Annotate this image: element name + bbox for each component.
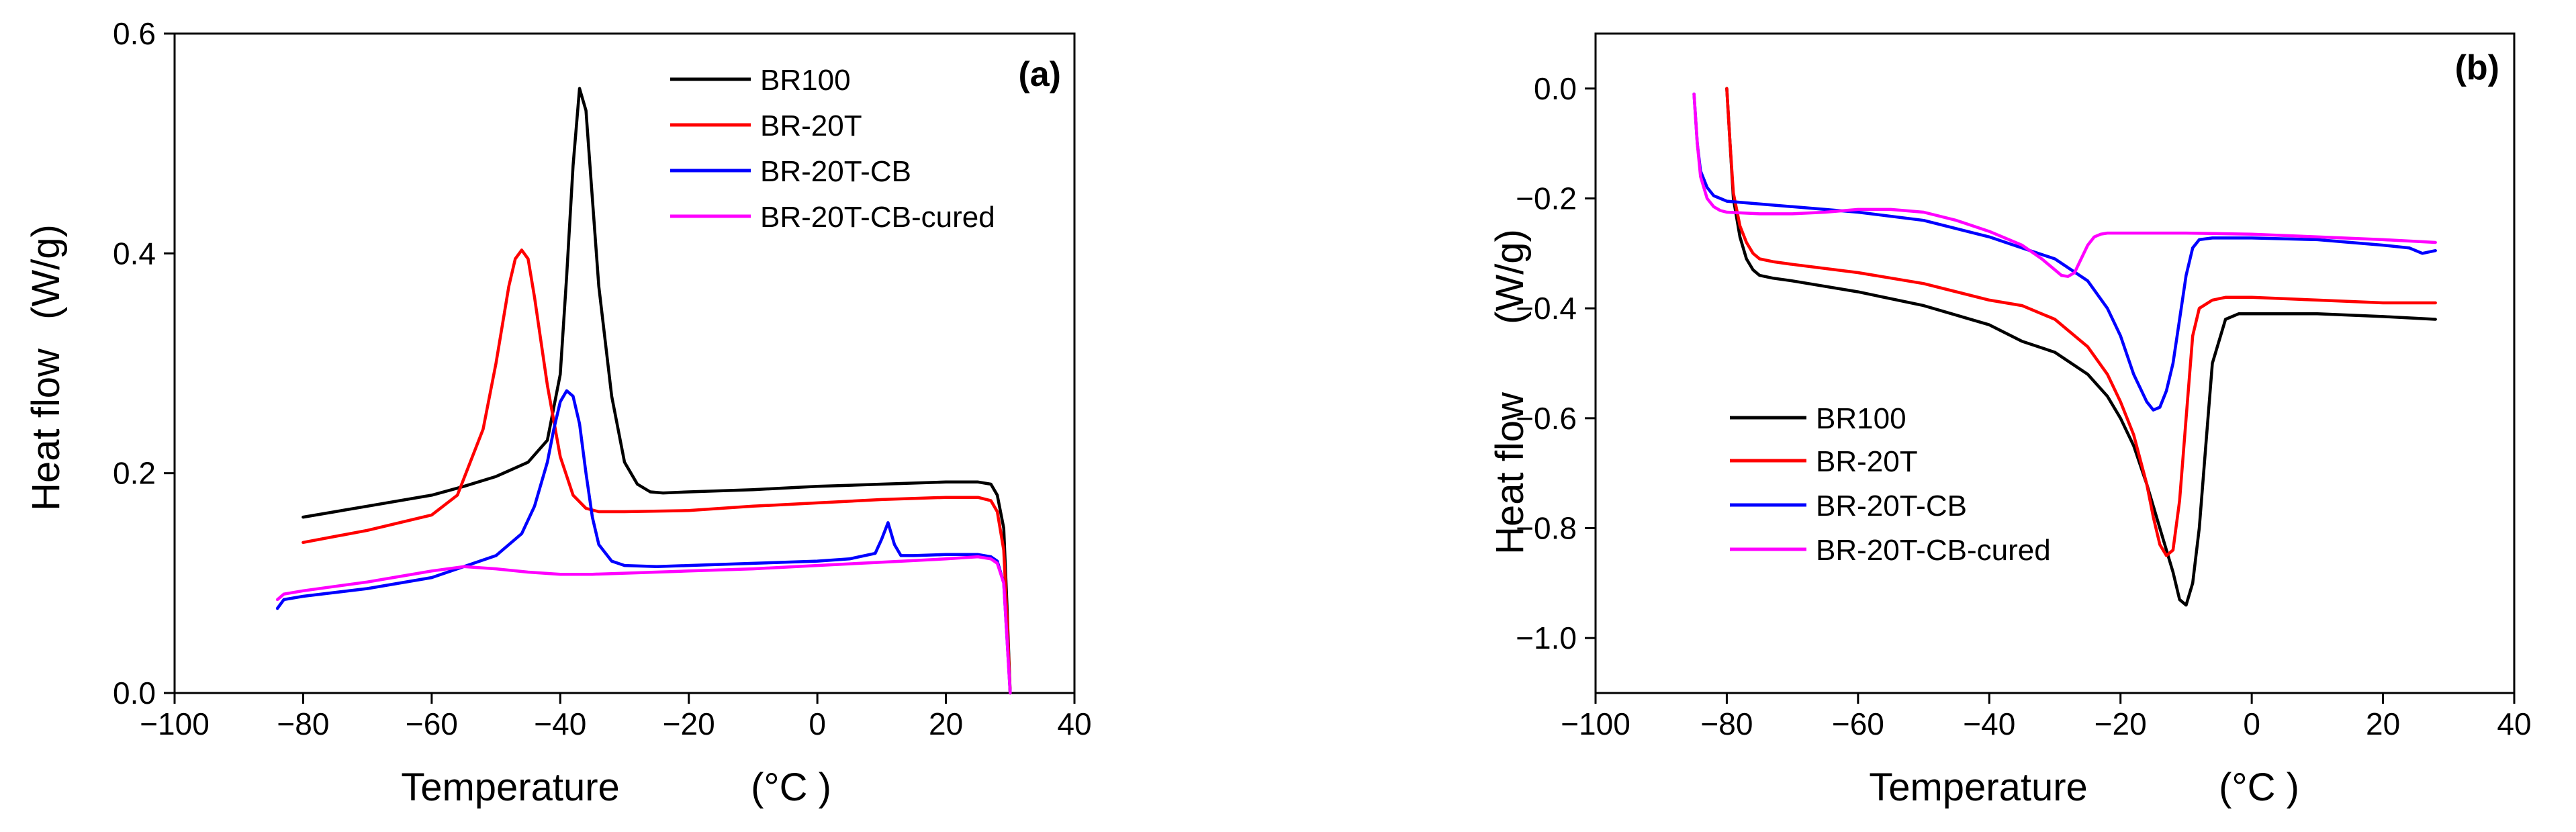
x-tick-label: −60 [1832, 706, 1884, 741]
x-tick-label: −60 [406, 706, 458, 741]
y-tick-label: 0.4 [113, 236, 156, 271]
legend-label-br100: BR100 [760, 64, 851, 97]
legend-label-br-20t: BR-20T [1816, 445, 1918, 478]
x-tick-label: −100 [140, 706, 210, 741]
x-tick-label: −40 [1963, 706, 2015, 741]
legend-label-br-20t-cb: BR-20T-CB [1816, 490, 1967, 522]
y-tick-label: 0.0 [1534, 71, 1577, 106]
panel-a: −100 −80 −60 −40 −20 0 20 40 0.0 0.2 0.4 0.6 (a) H… [24, 16, 1092, 809]
y-tick-label: −0.4 [1516, 291, 1577, 326]
x-tick-label: −80 [277, 706, 329, 741]
x-tick-label: 0 [2243, 706, 2260, 741]
y-axis-unit: (W/g) [24, 224, 68, 320]
panel-b: −100 −80 −60 −40 −20 0 20 40 0.0 −0.2 −0.4 −0.6 −0.… [1488, 32, 2532, 809]
y-tick-label: −0.6 [1516, 401, 1577, 436]
x-tick-label: −40 [534, 706, 586, 741]
x-tick-label: −80 [1700, 706, 1753, 741]
x-tick-label: −20 [663, 706, 715, 741]
y-axis-title: Heat flow [24, 348, 68, 511]
series-lines [275, 87, 1012, 695]
legend-label-br-20t-cb: BR-20T-CB [760, 155, 911, 188]
legend-label-br-20t-cb-cured: BR-20T-CB-cured [760, 201, 995, 234]
x-tick-label: 20 [2366, 706, 2400, 741]
x-axis-unit: (°C ) [751, 766, 831, 809]
y-tick-label: −1.0 [1516, 620, 1577, 655]
x-axis-title: Temperature [1869, 766, 2088, 809]
x-tick-label: −100 [1561, 706, 1630, 741]
series-line-br100 [1725, 87, 2437, 607]
y-axis-title: Heat flow [1488, 391, 1532, 555]
y-tick-label: 0.0 [113, 676, 156, 710]
y-axis-unit: (W/g) [1488, 229, 1532, 324]
x-axis-ticks: −100 −80 −60 −40 −20 0 20 40 [140, 693, 1092, 741]
y-axis-ticks: 0.0 −0.2 −0.4 −0.6 −0.8 −1.0 [1516, 71, 1596, 655]
plot-frame [1594, 32, 2516, 694]
panel-label: (b) [2455, 48, 2499, 87]
x-tick-label: 0 [809, 706, 826, 741]
y-tick-label: 0.6 [113, 16, 156, 51]
y-tick-label: −0.2 [1516, 181, 1577, 216]
legend: BR100 BR-20T BR-20T-CB BR-20T-CB-cured [670, 64, 995, 234]
series-line-br-20t-cb-cured [1692, 92, 2437, 278]
panel-label: (a) [1018, 55, 1061, 94]
y-tick-label: −0.8 [1516, 511, 1577, 546]
x-axis-ticks: −100 −80 −60 −40 −20 0 20 40 [1561, 693, 2532, 741]
legend: BR100 BR-20T BR-20T-CB BR-20T-CB-cured [1730, 402, 2051, 567]
x-axis-title: Temperature [401, 766, 620, 809]
series-line-br-20t [1725, 87, 2437, 557]
x-tick-label: −20 [2095, 706, 2147, 741]
series-line-br-20t [302, 248, 1012, 695]
series-lines [1692, 87, 2437, 607]
x-axis-unit: (°C ) [2219, 766, 2299, 809]
legend-label-br100: BR100 [1816, 402, 1906, 435]
x-tick-label: 20 [929, 706, 963, 741]
y-axis-ticks: 0.0 0.2 0.4 0.6 [113, 16, 175, 710]
series-line-br-20t-cb-cured [275, 555, 1012, 695]
series-line-br-20t-cb [275, 389, 1012, 695]
x-tick-label: 40 [2497, 706, 2531, 741]
legend-label-br-20t-cb-cured: BR-20T-CB-cured [1816, 534, 2051, 567]
plot-frame [173, 32, 1076, 694]
series-line-br-20t-cb [1692, 92, 2437, 412]
legend-label-br-20t: BR-20T [760, 109, 862, 142]
series-line-br100 [302, 87, 1012, 695]
y-tick-label: 0.2 [113, 456, 156, 491]
x-tick-label: 40 [1057, 706, 1091, 741]
